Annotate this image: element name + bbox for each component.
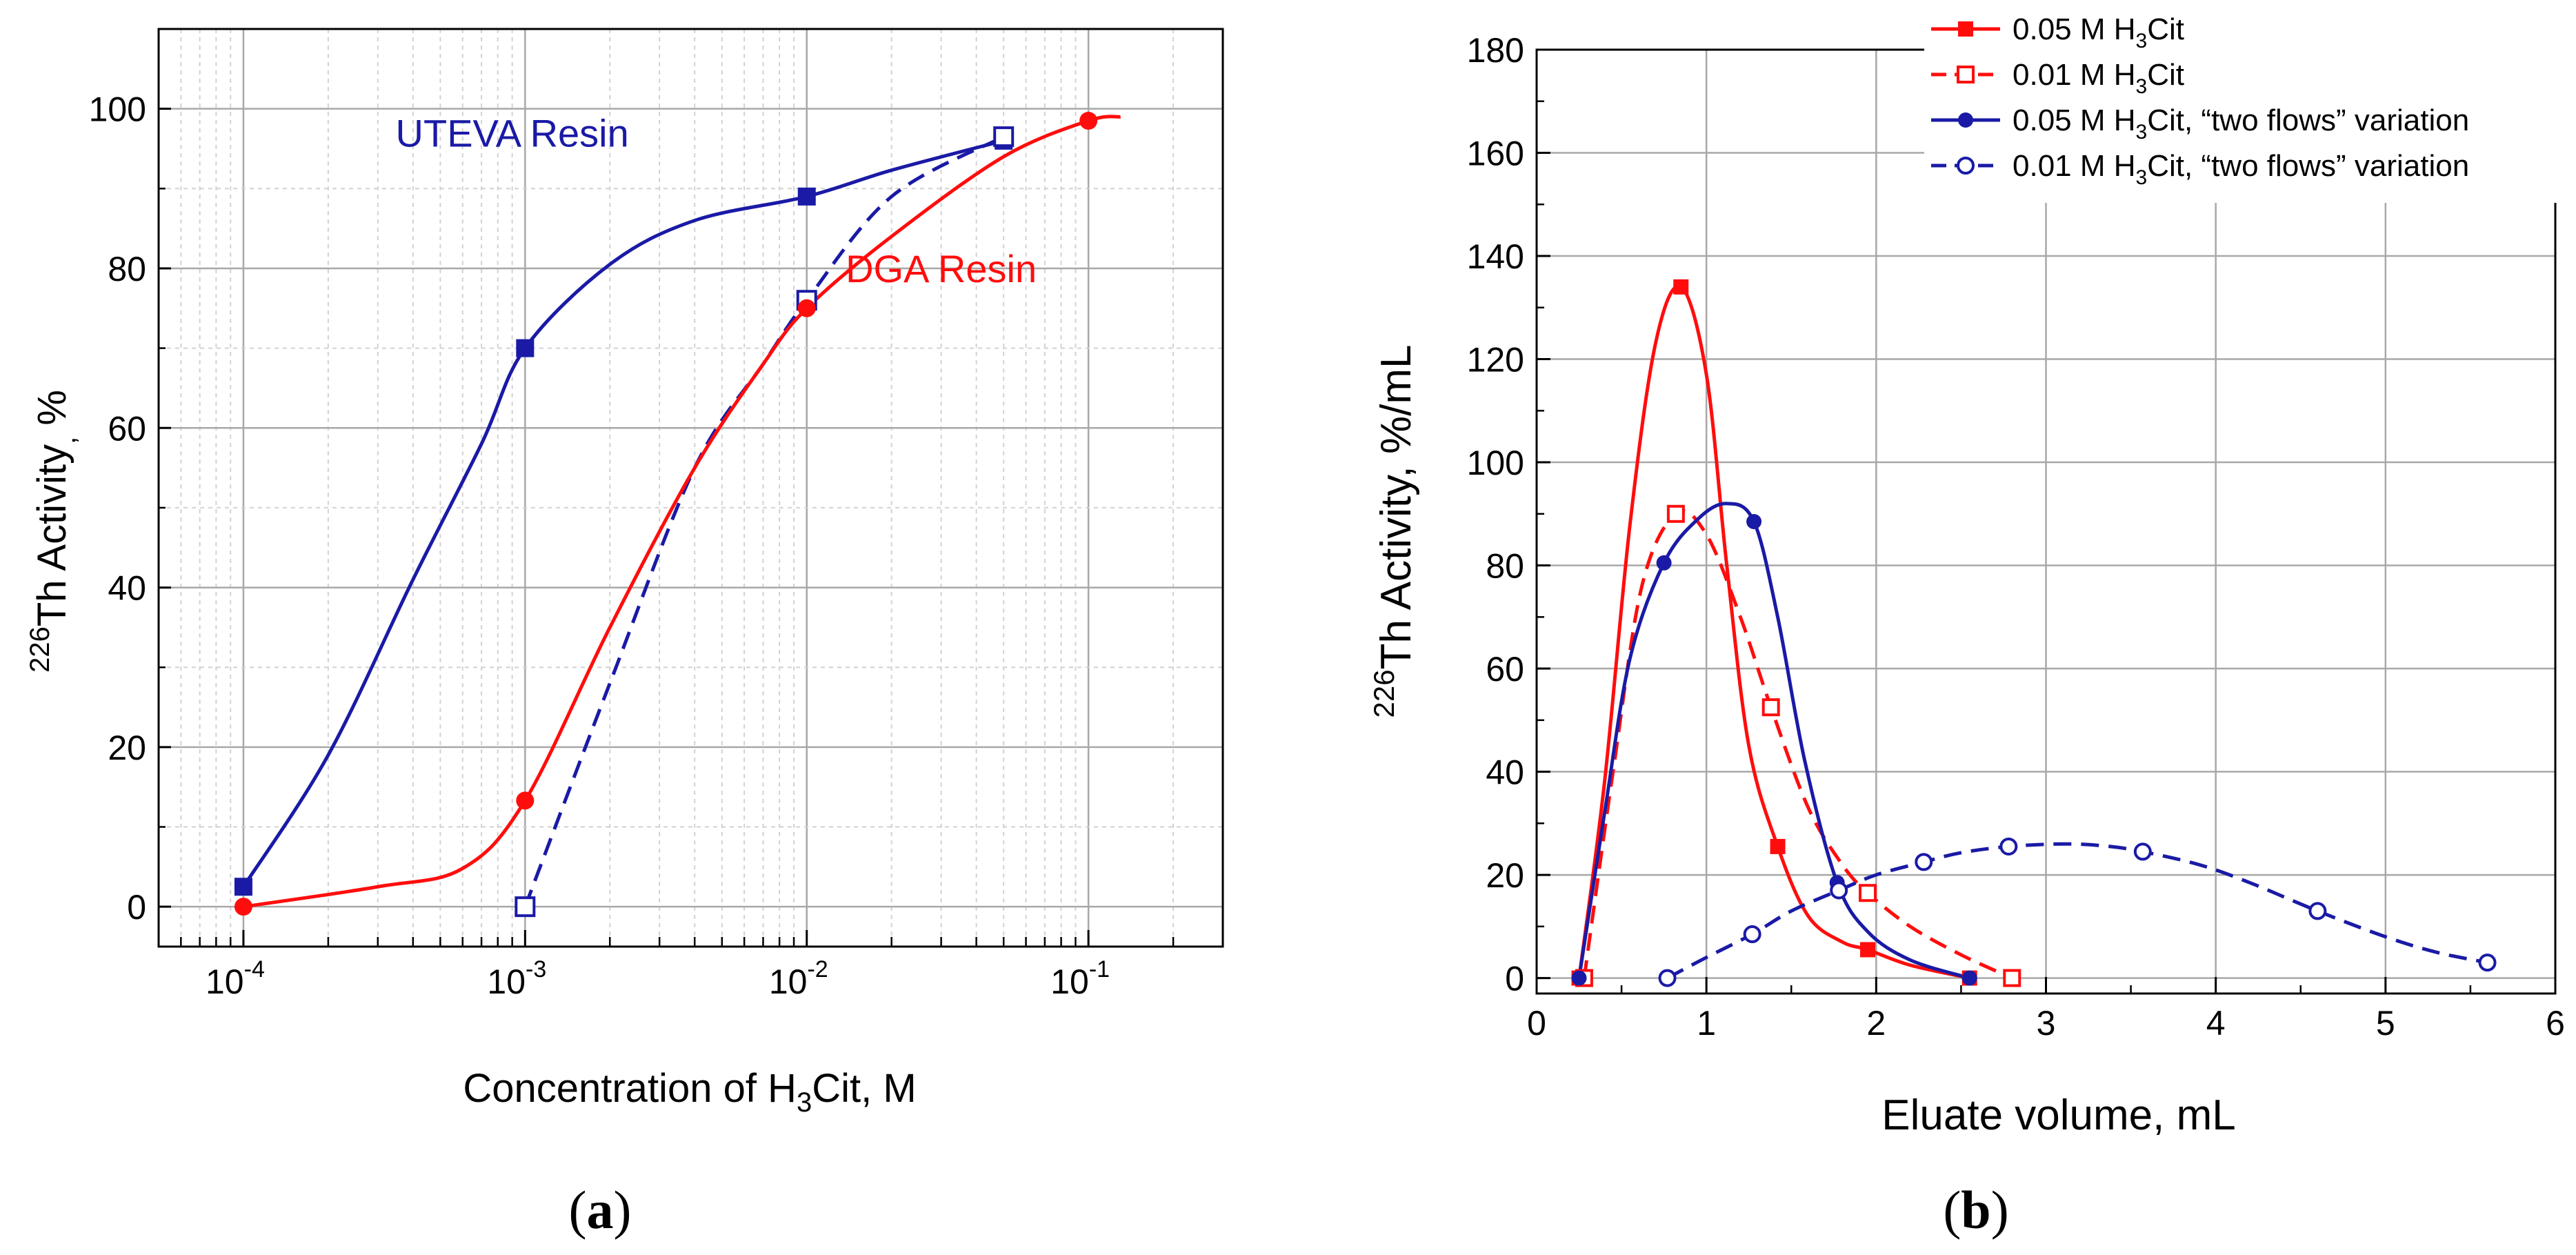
x-tick-label: 2	[1866, 1004, 1886, 1042]
x-axis-title-b: Eluate volume, mL	[1881, 1091, 2235, 1139]
data-point-b-1-2	[1761, 698, 1780, 717]
y-tick-label: 40	[1486, 753, 1524, 792]
data-point-a-2-1	[516, 791, 535, 810]
series-line-b-3	[1666, 842, 2488, 980]
x-tick-label: 5	[2376, 1004, 2395, 1042]
series-b	[1571, 279, 2497, 987]
data-point-a-2-3	[1079, 112, 1098, 130]
data-point-b-3-7	[2478, 953, 2497, 972]
legend-marker	[1957, 66, 1975, 83]
grid-a	[158, 28, 1223, 947]
data-point-b-1-3	[1859, 884, 1877, 902]
data-point-a-0-0	[234, 878, 252, 896]
annotation-dga: DGA Resin	[846, 247, 1037, 290]
annotation-uteva: UTEVA Resin	[396, 111, 629, 155]
y-axis-title-b: 226Th Activity, %/mL	[1368, 345, 1420, 718]
data-point-b-3-3	[1915, 853, 1933, 871]
legend-label: 0.05 M H3Cit, “two flows” variation	[2013, 103, 2469, 144]
x-tick-label: 6	[2546, 1004, 2565, 1042]
series-line-a-0	[241, 139, 1004, 888]
y-tick-label: 20	[1486, 856, 1524, 895]
data-point-b-3-0	[1658, 969, 1677, 987]
panel-label-a: (a)	[569, 1180, 632, 1240]
data-point-b-2-4	[1961, 970, 1977, 986]
y-tick-label: 120	[1467, 341, 1524, 379]
data-point-b-2-2	[1746, 514, 1762, 529]
y-tick-label: 60	[1486, 650, 1524, 689]
legend-marker	[1958, 21, 1973, 37]
data-point-a-1-0	[515, 896, 536, 918]
legend-background	[1924, 1, 2573, 203]
panel-label-b: (b)	[1943, 1180, 2008, 1240]
data-point-b-0-3	[1860, 942, 1876, 958]
data-point-b-0-1	[1673, 279, 1689, 295]
y-tick-label: 100	[89, 90, 146, 129]
plot-frame-a	[157, 28, 1224, 948]
x-tick-label: 10-2	[769, 956, 828, 1001]
data-point-b-1-4	[2003, 969, 2021, 987]
legend-marker	[1957, 157, 1975, 175]
data-point-b-3-5	[2133, 842, 2152, 861]
x-tick-label: 10-1	[1050, 956, 1110, 1001]
data-point-b-2-0	[1571, 970, 1587, 986]
legend-marker	[1958, 112, 1973, 128]
legend-label: 0.01 M H3Cit	[2013, 58, 2184, 98]
legend-label: 0.01 M H3Cit, “two flows” variation	[2013, 149, 2469, 189]
series-line-b-2	[1577, 502, 1970, 980]
y-tick-label: 80	[1486, 547, 1524, 586]
legend-label: 0.05 M H3Cit	[2013, 12, 2184, 52]
chart-panel-a: 0 20 40 60 80 100 10-4 10-3 10-2 10-1 UTEVA Resin…	[25, 28, 1224, 1240]
y-axis-title-a: 226Th Activity, %	[25, 390, 81, 673]
y-tick-label: 80	[108, 250, 146, 288]
y-tick-label: 140	[1467, 237, 1524, 276]
x-tick-label: 0	[1527, 1004, 1546, 1042]
data-point-b-3-4	[1999, 837, 2018, 856]
y-tick-label: 160	[1467, 135, 1524, 173]
y-tick-label: 60	[108, 409, 146, 448]
y-tick-label: 40	[108, 569, 146, 608]
y-tick-label: 0	[127, 888, 146, 927]
data-point-a-0-1	[516, 339, 535, 357]
series-line-b-0	[1577, 284, 1970, 980]
y-tick-label: 20	[108, 729, 146, 767]
y-tick-label: 100	[1467, 444, 1524, 482]
axes-a: 0 20 40 60 80 100 10-4 10-3 10-2 10-1	[89, 28, 1224, 1001]
legend-b: 0.05 M H3Cit 0.01 M H3Cit 0.05 M H3Cit, “t…	[1924, 1, 2573, 203]
x-tick-label: 10-3	[487, 956, 546, 1001]
x-tick-label: 3	[2037, 1004, 2056, 1042]
series-a	[234, 112, 1121, 918]
y-tick-label: 0	[1505, 960, 1524, 998]
data-point-b-3-1	[1743, 925, 1761, 944]
series-line-a-2	[243, 115, 1121, 909]
y-tick-label: 180	[1467, 31, 1524, 70]
x-axis-title-a: Concentration of H3Cit, M	[463, 1066, 916, 1118]
x-tick-label: 10-4	[206, 956, 265, 1001]
data-point-b-3-6	[2308, 902, 2327, 920]
data-point-a-2-2	[797, 299, 816, 317]
data-point-b-1-1	[1666, 504, 1685, 523]
data-point-a-2-0	[234, 898, 252, 916]
data-point-b-0-2	[1770, 838, 1786, 854]
data-point-a-1-2	[993, 126, 1015, 148]
x-tick-label: 4	[2206, 1004, 2226, 1042]
data-point-b-2-1	[1656, 555, 1672, 571]
x-tick-label: 1	[1697, 1004, 1716, 1042]
data-point-b-3-2	[1830, 881, 1848, 900]
data-point-a-0-2	[797, 187, 816, 206]
